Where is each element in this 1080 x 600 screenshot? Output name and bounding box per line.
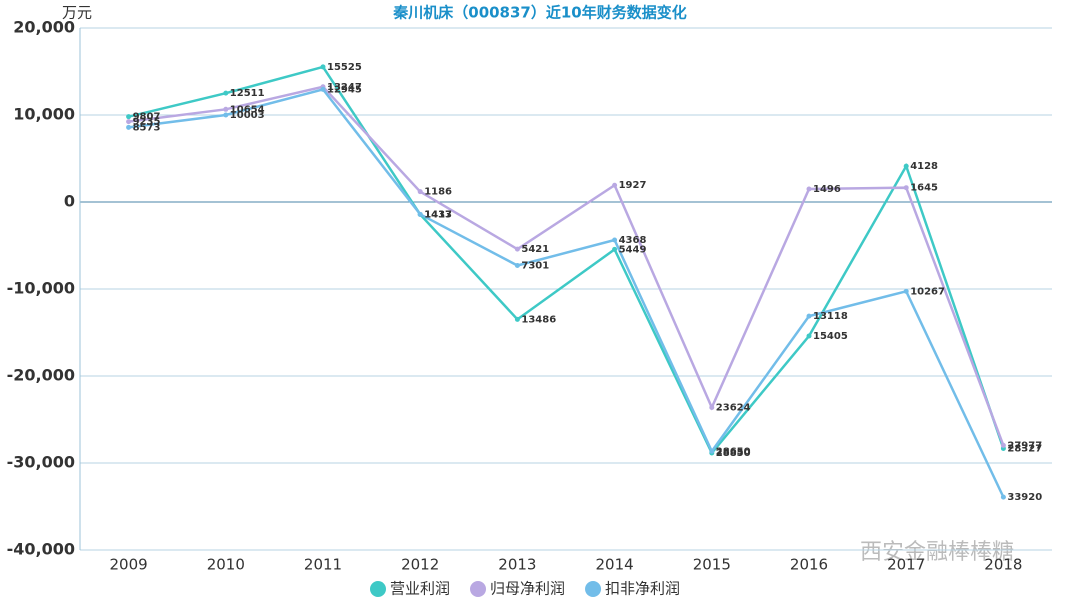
chart-title: 秦川机床（000837）近10年财务数据变化 (392, 4, 687, 22)
data-point (223, 90, 229, 96)
y-tick-label: -10,000 (7, 279, 75, 298)
x-tick-label: 2018 (984, 556, 1022, 574)
data-label: 10003 (230, 110, 265, 121)
data-point (223, 106, 229, 112)
legend-label: 扣非净利润 (605, 580, 680, 598)
x-tick-label: 2009 (110, 556, 148, 574)
data-label: 5449 (619, 244, 647, 255)
data-label: 23624 (716, 403, 751, 414)
data-point (806, 313, 812, 319)
x-tick-label: 2013 (498, 556, 536, 574)
data-point (126, 114, 132, 120)
data-point (320, 64, 326, 70)
data-label: 10267 (910, 286, 945, 297)
data-label: 9235 (133, 117, 161, 128)
data-label: 9807 (133, 112, 161, 123)
data-label: 13118 (813, 311, 848, 322)
data-label: 13247 (327, 82, 362, 93)
data-label: 10654 (230, 104, 265, 115)
x-tick-label: 2016 (790, 556, 828, 574)
data-point (514, 263, 520, 269)
data-point (612, 237, 618, 243)
data-label: 1417 (424, 209, 452, 220)
y-unit: 万元 (62, 4, 92, 22)
data-label: 13486 (521, 314, 556, 325)
y-tick-label: -30,000 (7, 453, 75, 472)
data-label: 12945 (327, 84, 362, 95)
x-tick-label: 2015 (693, 556, 731, 574)
data-point (514, 246, 520, 252)
data-label: 4128 (910, 161, 938, 172)
data-point (806, 186, 812, 192)
data-point (903, 163, 909, 169)
data-label: 4368 (619, 235, 647, 246)
data-label: 1496 (813, 184, 841, 195)
data-label: 15405 (813, 331, 848, 342)
legend-label: 营业利润 (390, 580, 450, 598)
x-tick-label: 2011 (304, 556, 342, 574)
data-label: 1433 (424, 209, 452, 220)
series-line (128, 65, 1005, 456)
data-label: 7301 (521, 261, 549, 272)
data-point (806, 333, 812, 339)
legend-label: 归母净利润 (490, 580, 565, 598)
data-point (612, 246, 618, 252)
data-point (126, 119, 132, 125)
data-point (514, 316, 520, 322)
y-tick-label: 0 (64, 192, 75, 211)
data-label: 1186 (424, 187, 452, 198)
data-label: 27977 (1007, 440, 1042, 451)
data-label: 28327 (1007, 443, 1042, 454)
data-point (417, 189, 423, 195)
data-label: 1645 (910, 183, 938, 194)
legend-marker (470, 581, 487, 597)
data-label: 33920 (1007, 492, 1042, 503)
data-point (709, 448, 715, 454)
data-label: 15525 (327, 62, 362, 73)
x-tick-label: 2012 (401, 556, 439, 574)
series-line (128, 87, 1005, 498)
x-tick-label: 2017 (887, 556, 925, 574)
x-tick-label: 2014 (596, 556, 634, 574)
legend-marker (585, 581, 602, 597)
data-point (417, 211, 423, 217)
legend-marker (370, 581, 386, 597)
data-label: 8573 (133, 122, 161, 133)
data-label: 5421 (521, 244, 549, 255)
data-point (1000, 442, 1006, 448)
y-tick-label: -20,000 (7, 366, 75, 385)
data-point (903, 185, 909, 191)
y-tick-label: 10,000 (13, 105, 75, 124)
x-tick-label: 2010 (207, 556, 245, 574)
data-label: 28650 (716, 446, 751, 457)
data-point (1000, 494, 1006, 500)
y-tick-label: 20,000 (13, 18, 75, 37)
data-label: 1927 (619, 180, 647, 191)
data-point (903, 288, 909, 294)
data-point (709, 405, 715, 411)
data-point (320, 86, 326, 92)
data-label: 12511 (230, 88, 265, 99)
watermark: 西安金融棒棒糖 (860, 540, 1014, 565)
series-line (128, 85, 1005, 446)
data-point (223, 112, 229, 118)
data-label: 28850 (716, 448, 751, 459)
y-tick-label: -40,000 (7, 540, 75, 559)
data-point (612, 182, 618, 188)
data-point (126, 124, 132, 130)
